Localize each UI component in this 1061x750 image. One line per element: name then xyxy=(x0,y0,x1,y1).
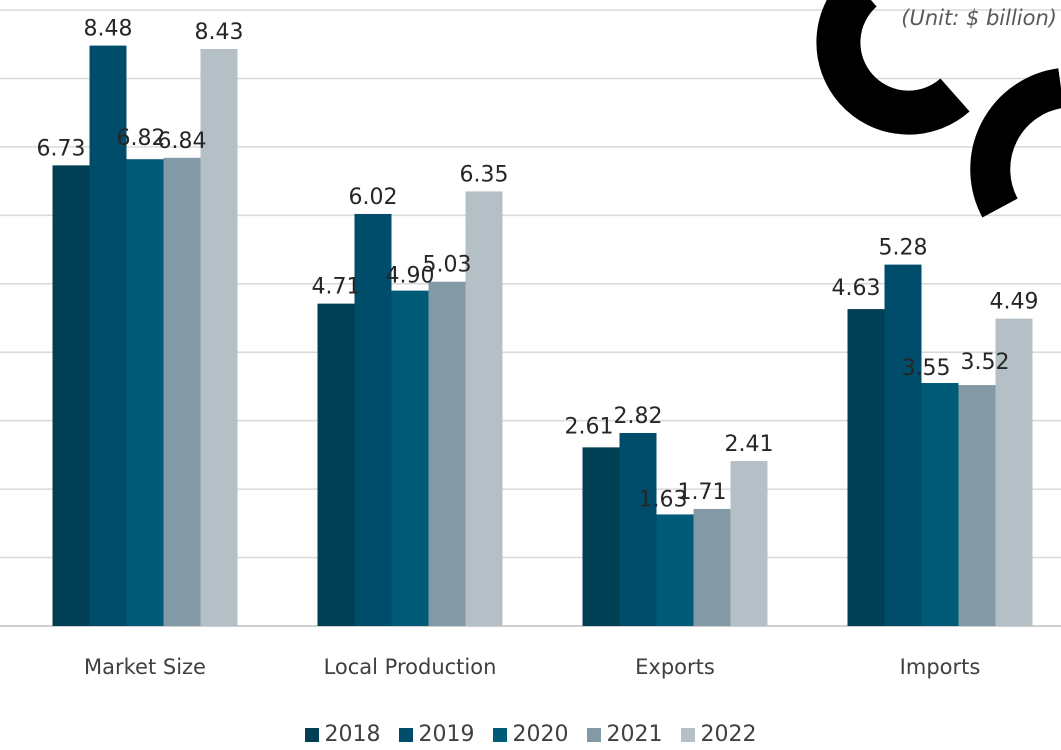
bar-market-size-2022 xyxy=(200,49,238,627)
data-label: 8.48 xyxy=(84,17,133,42)
data-label: 4.71 xyxy=(312,275,361,300)
data-label: 1.63 xyxy=(639,487,688,512)
legend-label: 2021 xyxy=(606,722,663,747)
bar-local-production-2019 xyxy=(354,213,392,626)
bar-imports-2018 xyxy=(847,309,885,626)
category-label: Imports xyxy=(900,655,981,679)
bar-imports-2019 xyxy=(884,264,922,626)
bar-local-production-2022 xyxy=(465,191,503,626)
bar-exports-2020 xyxy=(656,514,694,626)
bar-market-size-2020 xyxy=(126,159,164,626)
legend-label: 2022 xyxy=(700,722,757,747)
data-label: 6.35 xyxy=(460,162,509,187)
data-label: 4.63 xyxy=(832,276,881,301)
category-label: Market Size xyxy=(84,655,206,679)
bar-market-size-2018 xyxy=(52,165,90,626)
data-labels: 6.73 8.48 6.826.84 8.43 4.71 6.02 4.905.03 6.35… xyxy=(37,17,1039,513)
legend: 2018 2019 2020 2021 2022 xyxy=(0,722,1061,747)
bar-exports-2021 xyxy=(693,508,731,626)
legend-item-2022: 2022 xyxy=(680,722,757,747)
bar-exports-2022 xyxy=(730,461,768,626)
data-label: 5.03 xyxy=(423,253,472,278)
data-label: 2.82 xyxy=(614,404,663,429)
category-label: Exports xyxy=(635,655,715,679)
unit-note: (Unit: $ billion) xyxy=(901,6,1057,30)
legend-item-2018: 2018 xyxy=(304,722,381,747)
data-label: 6.84 xyxy=(158,129,207,154)
legend-item-2021: 2021 xyxy=(586,722,663,747)
bar-exports-2018 xyxy=(582,447,620,626)
data-label: 3.52 xyxy=(961,350,1010,375)
legend-swatch xyxy=(680,727,695,742)
bar-local-production-2020 xyxy=(391,290,429,626)
data-label: 6.82 xyxy=(117,126,166,151)
bar-imports-2022 xyxy=(995,318,1033,626)
data-label: 3.55 xyxy=(902,356,951,381)
data-label: 6.02 xyxy=(349,185,398,210)
bar-market-size-2019 xyxy=(89,45,127,626)
category-labels: Market Size Local Production Exports Import… xyxy=(84,655,980,679)
bar-exports-2019 xyxy=(619,432,657,626)
legend-label: 2018 xyxy=(324,722,381,747)
legend-label: 2020 xyxy=(512,722,569,747)
bar-imports-2021 xyxy=(958,385,996,626)
data-label: 1.71 xyxy=(678,480,727,505)
data-label: 6.73 xyxy=(37,136,86,161)
data-label: 5.28 xyxy=(879,236,928,261)
bar-market-size-2021 xyxy=(163,157,201,626)
legend-item-2019: 2019 xyxy=(398,722,475,747)
data-label: 8.43 xyxy=(195,20,244,45)
legend-label: 2019 xyxy=(418,722,475,747)
legend-swatch xyxy=(398,727,413,742)
bar-local-production-2018 xyxy=(317,303,355,626)
bar-local-production-2021 xyxy=(428,281,466,626)
legend-item-2020: 2020 xyxy=(492,722,569,747)
legend-swatch xyxy=(586,727,601,742)
category-label: Local Production xyxy=(324,655,497,679)
bars xyxy=(52,45,1033,627)
data-label: 2.61 xyxy=(565,414,614,439)
data-label: 4.49 xyxy=(990,290,1039,315)
legend-swatch xyxy=(304,727,319,742)
legend-swatch xyxy=(492,727,507,742)
data-label: 4.90 xyxy=(386,264,435,289)
bar-imports-2020 xyxy=(921,383,959,626)
data-label: 2.41 xyxy=(725,432,774,457)
